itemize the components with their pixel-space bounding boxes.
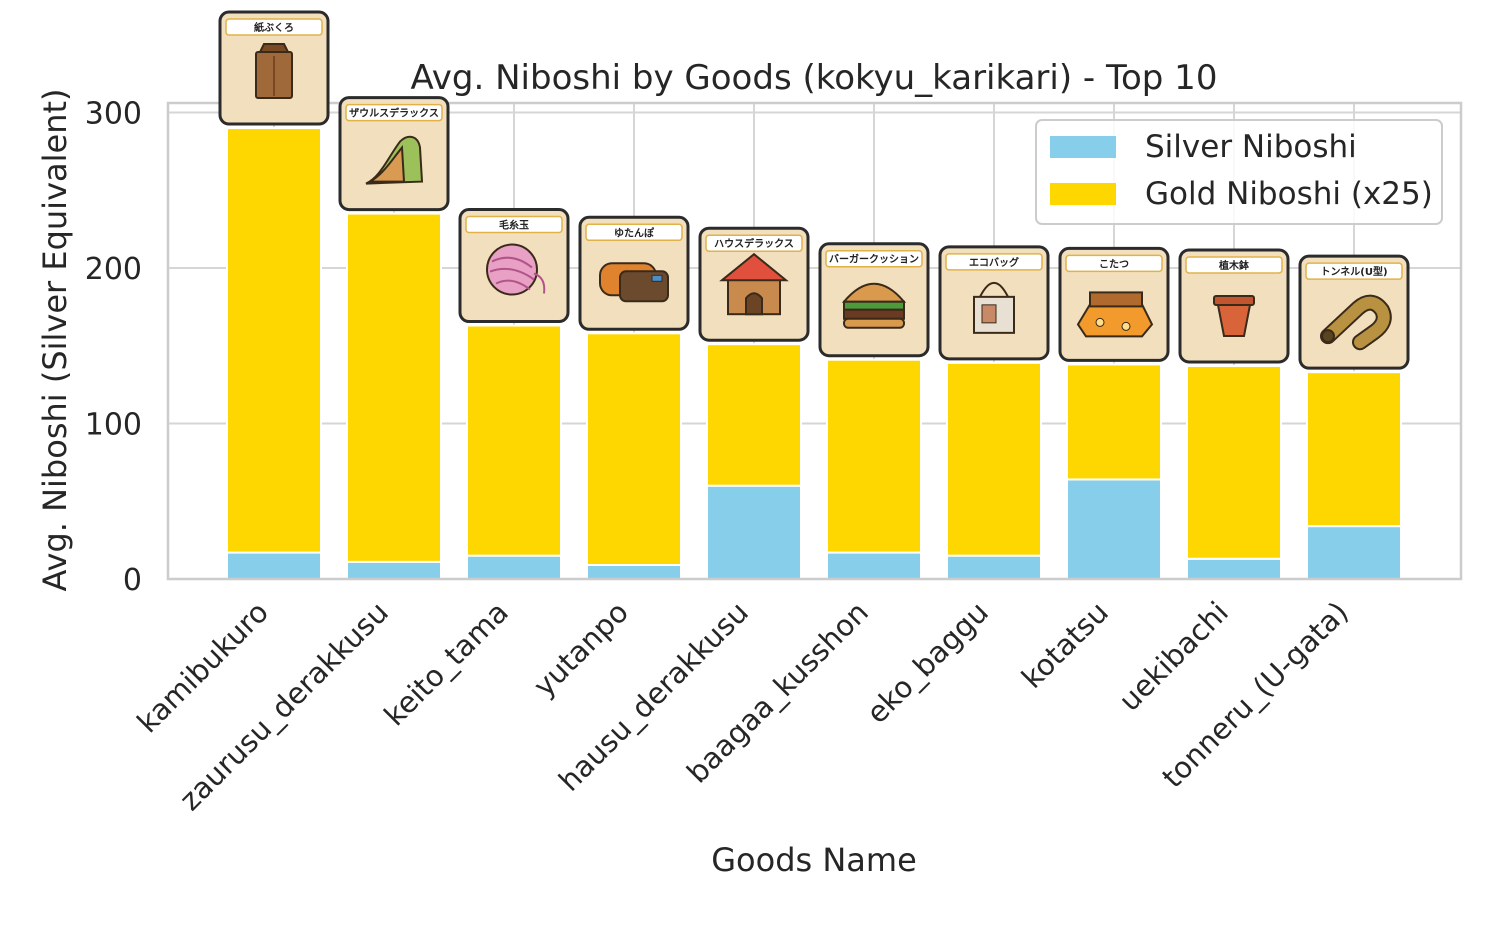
plot-frame (166, 101, 1463, 581)
bar-gold-segment (226, 127, 322, 554)
kotatsu-icon (1076, 291, 1154, 338)
legend-swatch-gold (1050, 183, 1116, 205)
cat-house-icon (719, 252, 789, 316)
bar-silver-segment (466, 554, 562, 580)
chart-title: Avg. Niboshi by Goods (kokyu_karikari) -… (411, 58, 1218, 98)
yarn-ball-icon (486, 243, 546, 296)
eco-bag-icon (973, 281, 1015, 334)
legend-swatch-silver (1050, 136, 1116, 158)
item-card: 植木鉢 (1178, 248, 1290, 364)
item-card-label-box (1305, 262, 1403, 280)
legend-label-silver: Silver Niboshi (1145, 129, 1357, 165)
bar-silver-segment (706, 484, 802, 581)
item-card-label-box (465, 215, 563, 234)
bar-gold-segment (466, 324, 562, 557)
item-card-label: エコバッグ (969, 256, 1019, 269)
item-card-label-box (945, 253, 1043, 271)
bar-silver-segment (346, 560, 442, 581)
bar-gold-segment (1306, 371, 1402, 528)
item-card-label: 植木鉢 (1218, 259, 1250, 272)
y-tick-label: 200 (85, 252, 142, 287)
hot-water-bottle-icon (599, 262, 669, 303)
item-card: ゆたんぽ (578, 215, 690, 331)
item-card: バーガークッション (818, 242, 930, 358)
y-tick-label: 100 (85, 408, 142, 443)
item-card-label-box (1065, 254, 1163, 273)
item-card: トンネル(U型) (1298, 254, 1410, 370)
bar-silver-segment (1186, 557, 1282, 580)
item-card-label-box (1185, 256, 1283, 274)
item-card-label: 紙ぶくろ (254, 21, 294, 34)
item-card-label-box (345, 103, 443, 122)
x-axis-title: Goods Name (711, 841, 917, 879)
item-card-label-box (825, 249, 923, 268)
flower-pot-icon (1213, 294, 1255, 337)
bar-gold-segment (826, 358, 922, 554)
item-card: ザウルスデラックス (338, 96, 450, 212)
y-axis-ticks: 0 100 200 300 (85, 97, 142, 599)
item-card: 紙ぶくろ (218, 10, 330, 126)
y-axis-title: Avg. Niboshi (Silver Equivalent) (36, 88, 74, 591)
item-card-label: 毛糸玉 (499, 219, 529, 232)
bar-gold-segment (346, 212, 442, 563)
bar-silver-segment (586, 564, 682, 581)
bar-gold-segment (946, 361, 1042, 557)
legend-label-gold: Gold Niboshi (x25) (1145, 176, 1433, 212)
item-card-label: トンネル(U型) (1320, 265, 1387, 278)
item-card: ハウスデラックス (698, 226, 810, 342)
item-card-label: ゆたんぽ (614, 226, 655, 239)
bar-gold-segment (1186, 364, 1282, 560)
bar-silver-segment (1306, 525, 1402, 581)
y-tick-label: 300 (85, 97, 142, 132)
item-card-label: ザウルスデラックス (349, 107, 439, 120)
bars (226, 127, 1402, 581)
item-card-label: ハウスデラックス (714, 237, 794, 250)
item-card-label: バーガークッション (829, 253, 919, 266)
item-card-label: こたつ (1099, 258, 1129, 270)
bar-silver-segment (826, 551, 922, 581)
item-card-label-box (705, 234, 803, 252)
legend-frame (1035, 119, 1443, 225)
bar-gold-segment (586, 332, 682, 567)
y-tick-label: 0 (123, 563, 142, 598)
dinosaur-slide-icon (365, 135, 424, 185)
u-tunnel-icon (1320, 294, 1392, 351)
bar-gold-segment (706, 343, 802, 487)
paper-bag-icon (255, 43, 293, 100)
bar-silver-segment (226, 551, 322, 581)
burger-cushion-icon (841, 282, 907, 329)
item-card: エコバッグ (938, 245, 1050, 361)
item-card: 毛糸玉 (458, 208, 570, 324)
bar-silver-segment (1066, 478, 1162, 581)
item-card-label-box (225, 18, 323, 36)
bar-silver-segment (946, 554, 1042, 580)
bar-gold-segment (1066, 363, 1162, 481)
item-card: こたつ (1058, 246, 1170, 362)
legend: Silver Niboshi Gold Niboshi (x25) (1035, 119, 1443, 225)
item-card-label-box (585, 223, 683, 242)
